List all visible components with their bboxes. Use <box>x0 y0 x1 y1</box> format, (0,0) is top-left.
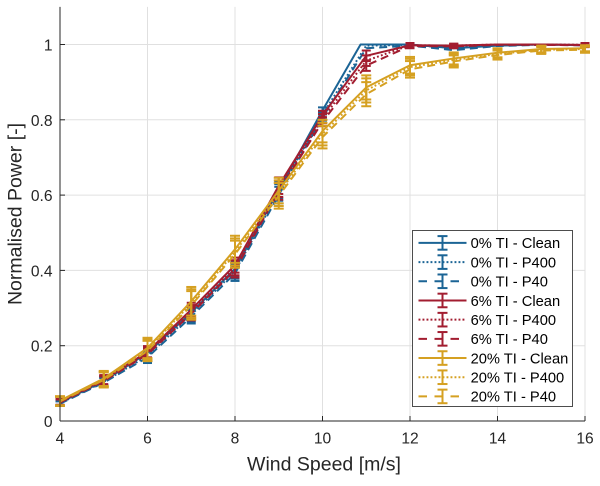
svg-text:0% TI - P400: 0% TI - P400 <box>471 255 556 271</box>
svg-text:0: 0 <box>44 414 53 431</box>
svg-text:Wind Speed [m/s]: Wind Speed [m/s] <box>247 454 401 476</box>
svg-text:14: 14 <box>489 431 507 448</box>
svg-text:0% TI - P40: 0% TI - P40 <box>471 275 548 291</box>
svg-text:12: 12 <box>401 431 418 448</box>
svg-text:0.8: 0.8 <box>31 113 53 130</box>
svg-text:0.2: 0.2 <box>31 339 53 356</box>
svg-text:8: 8 <box>231 431 240 448</box>
svg-text:6% TI - Clean: 6% TI - Clean <box>471 294 561 310</box>
svg-text:0.4: 0.4 <box>31 263 53 280</box>
svg-text:10: 10 <box>314 431 332 448</box>
svg-text:4: 4 <box>56 431 65 448</box>
svg-text:6% TI - P40: 6% TI - P40 <box>471 332 548 348</box>
svg-text:16: 16 <box>576 431 593 448</box>
svg-text:20% TI - P40: 20% TI - P40 <box>471 390 556 406</box>
svg-text:6% TI - P400: 6% TI - P400 <box>471 313 556 329</box>
svg-text:6: 6 <box>143 431 152 448</box>
svg-text:20% TI - Clean: 20% TI - Clean <box>471 351 569 367</box>
svg-text:Normalised Power [-]: Normalised Power [-] <box>5 123 27 305</box>
svg-text:1: 1 <box>44 38 53 55</box>
svg-text:0% TI - Clean: 0% TI - Clean <box>471 236 561 252</box>
svg-text:0.6: 0.6 <box>31 188 53 205</box>
svg-text:20% TI - P400: 20% TI - P400 <box>471 371 565 387</box>
